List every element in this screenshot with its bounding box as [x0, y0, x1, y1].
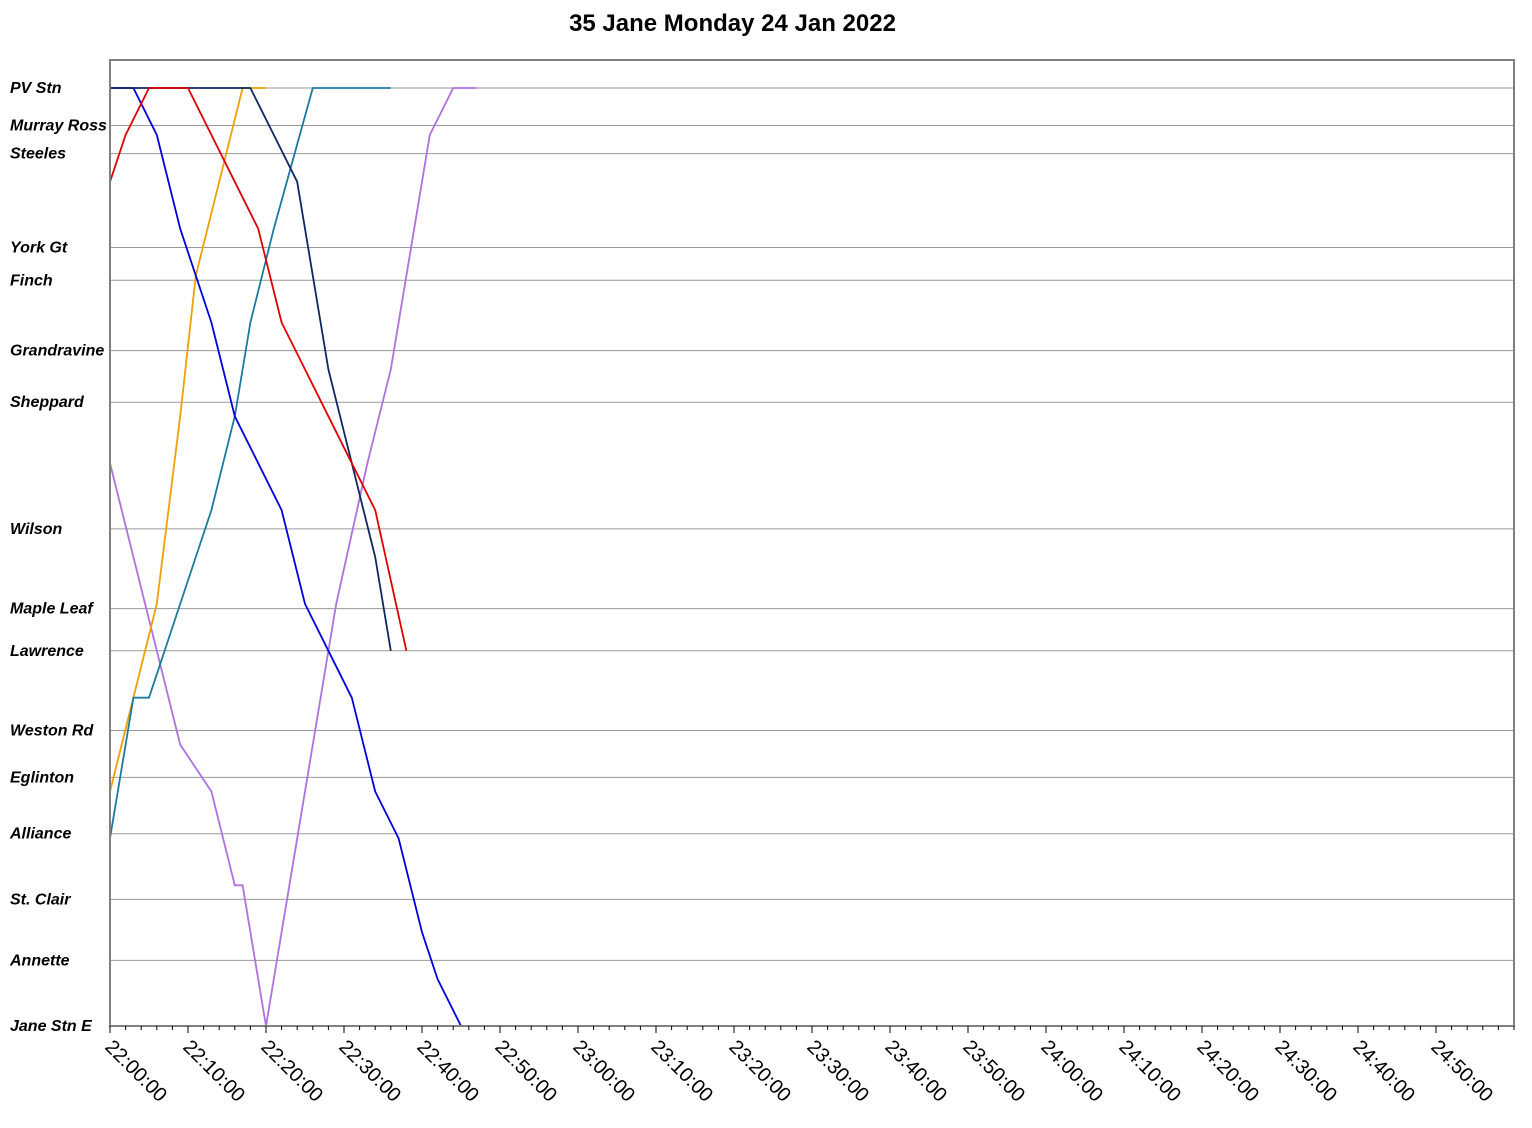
x-tick-label: 22:00:00: [100, 1036, 171, 1107]
chart-title: 35 Jane Monday 24 Jan 2022: [569, 10, 896, 37]
x-tick-label: 22:40:00: [412, 1036, 483, 1107]
stop-label: Maple Leaf: [10, 601, 94, 618]
stop-label: Jane Stn E: [10, 1018, 93, 1035]
stop-label: Alliance: [9, 826, 71, 843]
stop-label: Sheppard: [10, 394, 85, 411]
stop-labels: PV Stn Murray Ross Steeles York Gt Finch Gran…: [9, 80, 107, 1035]
trip-line: [109, 87, 477, 1027]
x-tick-label: 24:00:00: [1036, 1036, 1107, 1107]
stop-label: Finch: [10, 272, 53, 289]
series-layer: [109, 87, 477, 1027]
trip-line: [110, 87, 392, 651]
x-tick-label: 23:30:00: [802, 1036, 873, 1107]
trip-line: [109, 87, 408, 651]
stop-label: Eglinton: [10, 769, 74, 786]
x-tick-label: 23:20:00: [724, 1036, 795, 1107]
trip-line: [109, 87, 391, 839]
x-tick-label: 22:10:00: [178, 1036, 249, 1107]
time-axis: 22:00:00 22:10:00 22:20:00 22:30:00 22:40:00…: [100, 1026, 1515, 1107]
x-tick-label: 22:50:00: [490, 1036, 561, 1107]
stop-label: Wilson: [10, 521, 63, 538]
x-tick-label: 24:20:00: [1192, 1036, 1263, 1107]
stop-label: York Gt: [10, 239, 68, 256]
stop-label: PV Stn: [10, 80, 62, 97]
x-tick-label: 23:50:00: [958, 1036, 1029, 1107]
stop-label: St. Clair: [10, 891, 71, 908]
trip-line: [109, 87, 266, 792]
x-tick-label: 24:50:00: [1426, 1036, 1497, 1107]
trip-line: [110, 87, 477, 1027]
x-tick-label: 24:30:00: [1270, 1036, 1341, 1107]
stop-label: Weston Rd: [10, 723, 94, 740]
grid-layer: [110, 87, 1514, 1027]
x-tick-label: 24:10:00: [1114, 1036, 1185, 1107]
plot-frame: [109, 59, 1515, 1027]
x-tick-label: 23:40:00: [880, 1036, 951, 1107]
stop-label: Steeles: [10, 146, 66, 163]
x-tick-label: 22:30:00: [334, 1036, 405, 1107]
x-tick-label: 24:40:00: [1348, 1036, 1419, 1107]
stop-label: Murray Ross: [10, 118, 107, 135]
stop-label: Grandravine: [10, 343, 104, 360]
x-tick-label: 23:00:00: [568, 1036, 639, 1107]
stop-label: Annette: [9, 952, 70, 969]
x-tick-label: 23:10:00: [646, 1036, 717, 1107]
stop-label: Lawrence: [10, 643, 84, 660]
x-tick-label: 22:20:00: [256, 1036, 327, 1107]
